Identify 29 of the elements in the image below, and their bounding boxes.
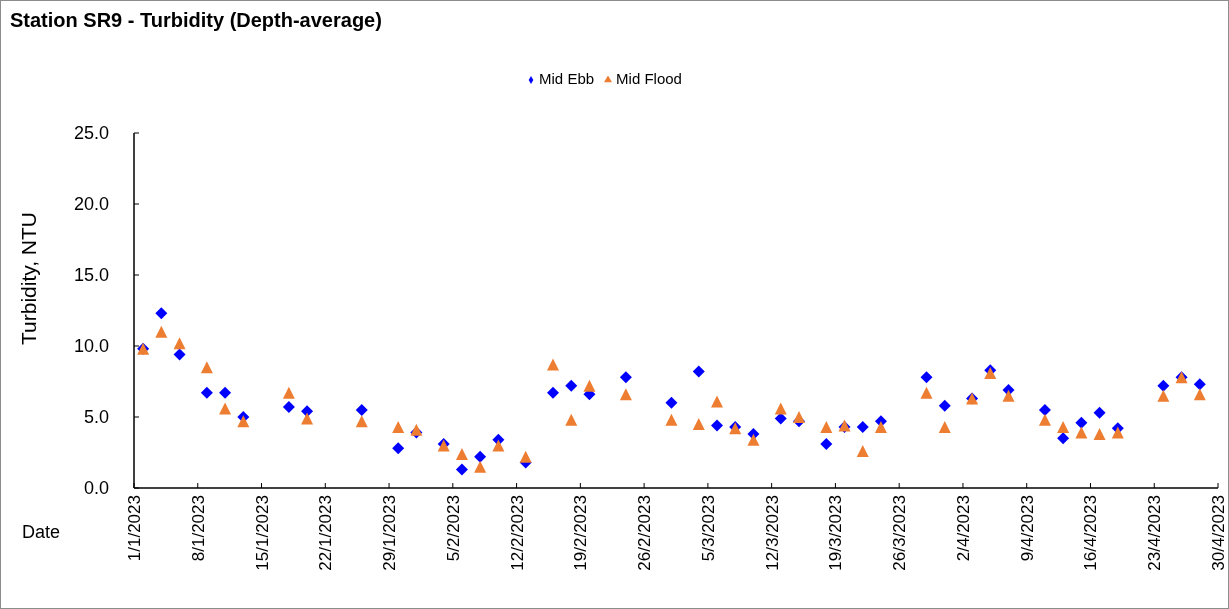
x-tick-label: 2/4/2023 [953,495,973,562]
x-tick-label: 26/2/2023 [634,495,654,571]
chart-title: Station SR9 - Turbidity (Depth-average) [10,9,382,32]
y-tick-label: 5.0 [83,407,109,427]
x-axis-title: Date [21,522,61,542]
x-tick-label: 8/1/2023 [188,495,208,562]
x-tick-label: 29/1/2023 [379,495,399,571]
x-tick-label: 12/3/2023 [762,495,782,571]
y-tick-label: 0.0 [83,478,109,498]
y-tick-label: 10.0 [73,336,109,356]
x-tick-label: 5/2/2023 [443,495,463,562]
x-tick-label: 15/1/2023 [252,495,272,571]
legend-label: Mid Flood [616,70,682,87]
x-tick-label: 5/3/2023 [698,495,718,562]
y-axis-title: Turbidity, NTU [16,211,40,346]
y-tick-label: 25.0 [73,123,109,143]
x-tick-label: 23/4/2023 [1144,495,1164,571]
x-tick-label: 30/4/2023 [1208,495,1228,571]
x-tick-label: 22/1/2023 [315,495,335,571]
x-tick-label: 1/1/2023 [124,495,144,562]
legend-label: Mid Ebb [539,70,595,87]
y-tick-label: 20.0 [73,194,109,214]
x-tick-label: 12/2/2023 [507,495,527,571]
y-tick-label: 15.0 [73,265,109,285]
x-tick-label: 19/2/2023 [570,495,590,571]
x-tick-label: 16/4/2023 [1080,495,1100,571]
x-tick-label: 19/3/2023 [825,495,845,571]
x-tick-label: 26/3/2023 [889,495,909,571]
x-tick-label: 9/4/2023 [1017,495,1037,562]
